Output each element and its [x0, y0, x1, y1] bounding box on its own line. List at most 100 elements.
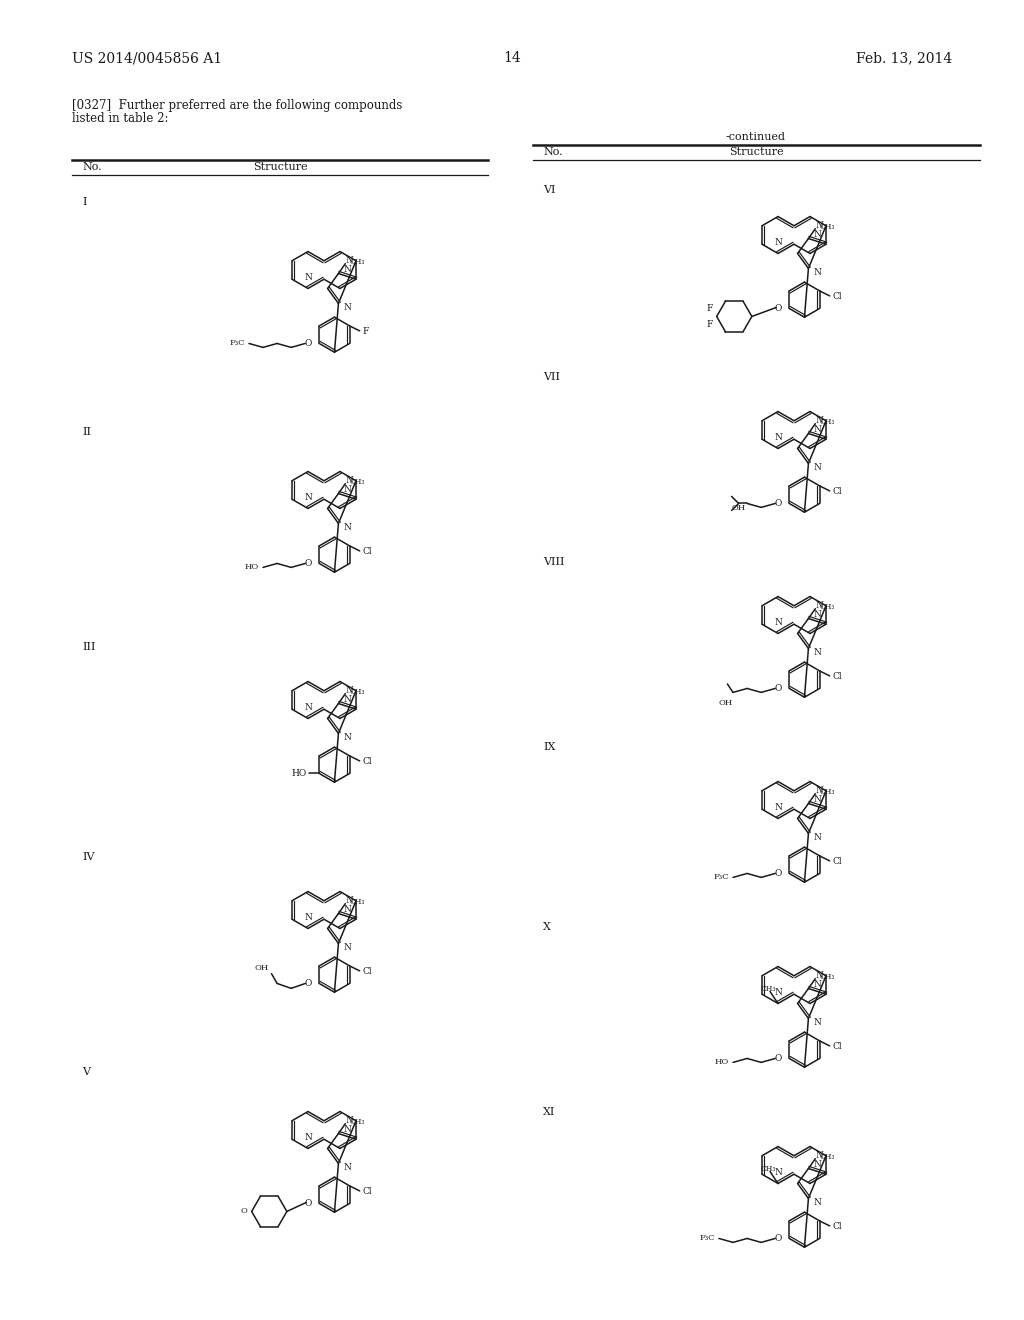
Text: OH: OH: [719, 700, 733, 708]
Text: N: N: [813, 1160, 821, 1170]
Text: Structure: Structure: [253, 162, 307, 172]
Text: N: N: [343, 1125, 351, 1134]
Text: N: N: [345, 895, 353, 904]
Text: Structure: Structure: [729, 147, 783, 157]
Text: N: N: [813, 610, 821, 619]
Text: N: N: [304, 704, 312, 713]
Text: Feb. 13, 2014: Feb. 13, 2014: [856, 51, 952, 65]
Text: F₃C: F₃C: [699, 1234, 715, 1242]
Text: N: N: [343, 265, 351, 275]
Text: N: N: [813, 268, 821, 277]
Text: Cl: Cl: [362, 758, 373, 767]
Text: N: N: [813, 795, 821, 804]
Text: Cl: Cl: [362, 1188, 373, 1196]
Text: N: N: [343, 942, 351, 952]
Text: N: N: [304, 913, 312, 923]
Text: O: O: [775, 1234, 782, 1243]
Text: N: N: [815, 970, 823, 979]
Text: O: O: [305, 1199, 312, 1208]
Text: Cl: Cl: [833, 293, 843, 301]
Text: O: O: [775, 499, 782, 508]
Text: CH₃: CH₃: [819, 1152, 835, 1160]
Text: N: N: [343, 1163, 351, 1172]
Text: N: N: [304, 494, 312, 503]
Text: HO: HO: [245, 564, 259, 572]
Text: US 2014/0045856 A1: US 2014/0045856 A1: [72, 51, 222, 65]
Text: N: N: [813, 463, 821, 473]
Text: N: N: [774, 619, 782, 627]
Text: III: III: [82, 642, 95, 652]
Text: Cl: Cl: [362, 548, 373, 557]
Text: X: X: [543, 921, 551, 932]
Text: CH₃: CH₃: [349, 1118, 365, 1126]
Text: N: N: [304, 1134, 312, 1143]
Text: N: N: [813, 979, 821, 989]
Text: N: N: [815, 416, 823, 425]
Text: N: N: [815, 220, 823, 230]
Text: N: N: [343, 906, 351, 913]
Text: Cl: Cl: [362, 968, 373, 977]
Text: N: N: [815, 785, 823, 795]
Text: F: F: [362, 327, 369, 337]
Text: Cl: Cl: [833, 1043, 843, 1052]
Text: HO: HO: [291, 770, 306, 777]
Text: Cl: Cl: [833, 1222, 843, 1232]
Text: O: O: [775, 304, 782, 313]
Text: listed in table 2:: listed in table 2:: [72, 112, 169, 125]
Text: CH₃: CH₃: [819, 417, 835, 425]
Text: O: O: [305, 339, 312, 348]
Text: [0327]  Further preferred are the following compounds: [0327] Further preferred are the followi…: [72, 99, 402, 111]
Text: N: N: [774, 1168, 782, 1177]
Text: I: I: [82, 197, 86, 207]
Text: N: N: [813, 425, 821, 434]
Text: -continued: -continued: [726, 132, 786, 143]
Text: N: N: [343, 696, 351, 704]
Text: N: N: [815, 1151, 823, 1159]
Text: CH₃: CH₃: [819, 788, 835, 796]
Text: OH: OH: [731, 504, 745, 512]
Text: No.: No.: [82, 162, 101, 172]
Text: No.: No.: [543, 147, 562, 157]
Text: N: N: [774, 804, 782, 813]
Text: N: N: [343, 733, 351, 742]
Text: 14: 14: [503, 51, 521, 65]
Text: IX: IX: [543, 742, 555, 752]
Text: CH₃: CH₃: [349, 898, 365, 906]
Text: N: N: [345, 1115, 353, 1125]
Text: OH: OH: [254, 964, 268, 972]
Text: N: N: [343, 484, 351, 494]
Text: O: O: [241, 1208, 248, 1216]
Text: F: F: [707, 304, 713, 313]
Text: Cl: Cl: [833, 487, 843, 496]
Text: N: N: [813, 1018, 821, 1027]
Text: N: N: [774, 989, 782, 998]
Text: N: N: [815, 601, 823, 610]
Text: XI: XI: [543, 1107, 555, 1117]
Text: N: N: [345, 256, 353, 264]
Text: F₃C: F₃C: [714, 874, 729, 882]
Text: N: N: [343, 302, 351, 312]
Text: CH₃: CH₃: [349, 478, 365, 486]
Text: N: N: [304, 273, 312, 282]
Text: N: N: [343, 523, 351, 532]
Text: CH₃: CH₃: [349, 257, 365, 265]
Text: N: N: [813, 833, 821, 842]
Text: N: N: [813, 648, 821, 657]
Text: CH₃: CH₃: [761, 986, 776, 994]
Text: VIII: VIII: [543, 557, 564, 568]
Text: F: F: [707, 319, 713, 329]
Text: N: N: [774, 433, 782, 442]
Text: V: V: [82, 1067, 90, 1077]
Text: N: N: [813, 230, 821, 239]
Text: VI: VI: [543, 185, 555, 195]
Text: Cl: Cl: [833, 672, 843, 681]
Text: O: O: [775, 1053, 782, 1063]
Text: IV: IV: [82, 851, 94, 862]
Text: CH₃: CH₃: [819, 223, 835, 231]
Text: O: O: [775, 869, 782, 878]
Text: Cl: Cl: [833, 858, 843, 866]
Text: II: II: [82, 426, 91, 437]
Text: N: N: [345, 475, 353, 484]
Text: N: N: [345, 685, 353, 694]
Text: N: N: [774, 239, 782, 247]
